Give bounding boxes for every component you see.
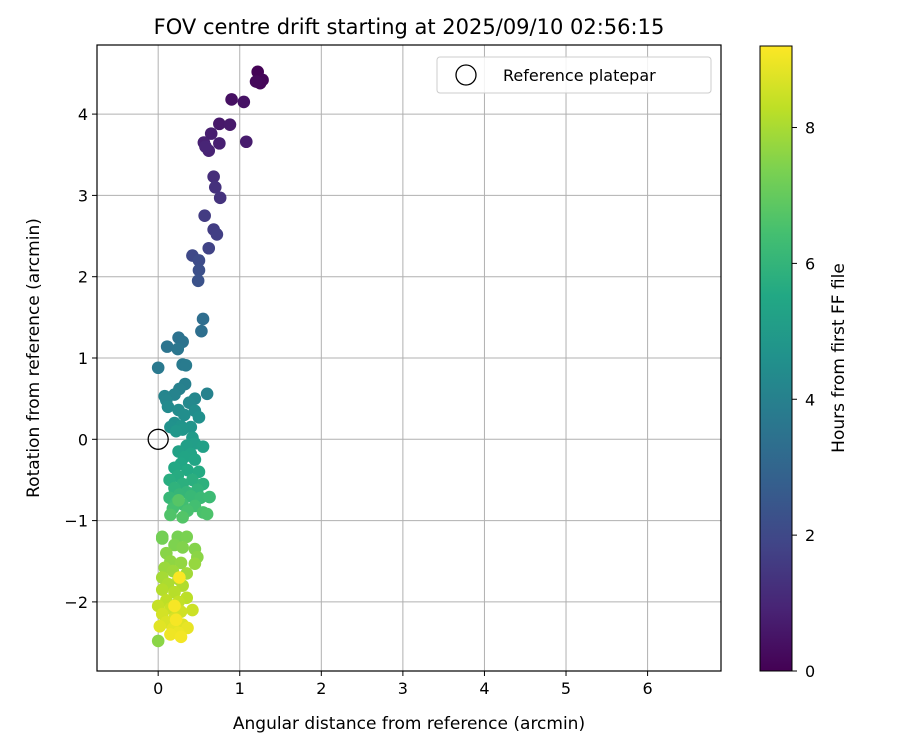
x-tick-label: 3 xyxy=(398,679,408,698)
y-axis-ticks: −2 −1 0 1 2 3 4 xyxy=(64,105,97,612)
x-axis-label: Angular distance from reference (arcmin) xyxy=(233,714,585,734)
data-point xyxy=(176,511,189,524)
y-tick-label: 0 xyxy=(78,430,88,449)
data-point xyxy=(202,241,216,255)
data-point xyxy=(210,228,224,241)
data-point xyxy=(249,75,263,88)
y-tick-label: 2 xyxy=(78,268,88,287)
data-point xyxy=(172,493,185,507)
data-point xyxy=(171,342,185,356)
data-point xyxy=(168,585,181,599)
data-point xyxy=(188,453,202,466)
data-point xyxy=(200,387,214,401)
colorbar-tick-label: 2 xyxy=(805,526,815,545)
data-point xyxy=(213,137,226,150)
data-point xyxy=(192,254,206,267)
data-point xyxy=(237,95,251,109)
x-axis-ticks: 0 1 2 3 4 5 6 xyxy=(153,671,653,698)
data-point xyxy=(225,93,238,106)
data-points xyxy=(151,65,269,648)
x-tick-label: 4 xyxy=(479,679,489,698)
data-point xyxy=(213,117,226,131)
colorbar: 0 2 4 6 8 Hours from first FF file xyxy=(759,45,849,681)
legend-label: Reference platepar xyxy=(503,66,656,85)
data-point xyxy=(155,532,169,545)
data-point xyxy=(186,603,199,617)
data-point xyxy=(155,583,169,597)
data-point xyxy=(198,209,211,223)
data-point xyxy=(173,571,186,584)
data-point xyxy=(195,324,208,338)
data-point xyxy=(180,530,194,544)
x-tick-label: 5 xyxy=(561,679,571,698)
x-tick-label: 6 xyxy=(642,679,652,698)
data-point xyxy=(160,340,174,353)
data-point xyxy=(169,424,183,438)
data-point xyxy=(164,508,177,522)
colorbar-tick-label: 8 xyxy=(805,119,815,138)
y-tick-label: −1 xyxy=(64,512,88,531)
x-tick-label: 2 xyxy=(316,679,326,698)
data-point xyxy=(161,400,175,414)
reference-point xyxy=(147,428,169,450)
data-point xyxy=(192,411,206,424)
colorbar-tick-label: 0 xyxy=(805,662,815,681)
y-axis-label: Rotation from reference (arcmin) xyxy=(24,218,44,498)
data-point xyxy=(213,191,227,205)
y-tick-label: 1 xyxy=(78,349,88,368)
data-point xyxy=(188,557,202,570)
legend: Reference platepar xyxy=(436,56,712,94)
data-point xyxy=(177,408,191,422)
colorbar-ticks: 0 2 4 6 8 xyxy=(792,119,815,681)
legend-box xyxy=(436,56,712,94)
colorbar-tick-label: 6 xyxy=(805,254,815,273)
data-point xyxy=(203,490,216,504)
data-point xyxy=(223,118,237,131)
data-point xyxy=(179,359,193,372)
data-point xyxy=(164,628,177,641)
legend-marker-icon xyxy=(455,64,477,86)
data-point xyxy=(204,127,218,140)
data-point xyxy=(186,473,199,487)
data-point xyxy=(153,619,167,633)
y-tick-label: 3 xyxy=(78,186,88,205)
colorbar-gradient xyxy=(759,45,793,672)
data-point xyxy=(168,599,181,613)
colorbar-label: Hours from first FF file xyxy=(829,263,849,453)
data-point xyxy=(181,463,194,477)
data-point xyxy=(200,507,214,521)
x-tick-label: 1 xyxy=(235,679,245,698)
data-point xyxy=(199,140,212,153)
data-point xyxy=(196,440,210,453)
colorbar-tick-label: 4 xyxy=(805,390,815,409)
data-point xyxy=(207,170,220,184)
data-point xyxy=(169,613,183,627)
chart-title: FOV centre drift starting at 2025/09/10 … xyxy=(154,15,665,39)
data-point xyxy=(184,489,198,503)
reference-platepar-marker xyxy=(147,428,169,450)
data-point xyxy=(208,180,222,194)
data-point xyxy=(239,135,253,149)
data-point xyxy=(192,263,206,277)
data-point xyxy=(176,541,189,554)
data-point xyxy=(174,630,188,644)
data-point xyxy=(151,634,165,648)
data-point xyxy=(196,312,210,326)
y-tick-label: 4 xyxy=(78,105,88,124)
data-point xyxy=(151,361,165,375)
x-tick-label: 0 xyxy=(153,679,163,698)
y-tick-label: −2 xyxy=(64,593,88,612)
data-point xyxy=(191,274,205,288)
data-point xyxy=(174,556,188,570)
